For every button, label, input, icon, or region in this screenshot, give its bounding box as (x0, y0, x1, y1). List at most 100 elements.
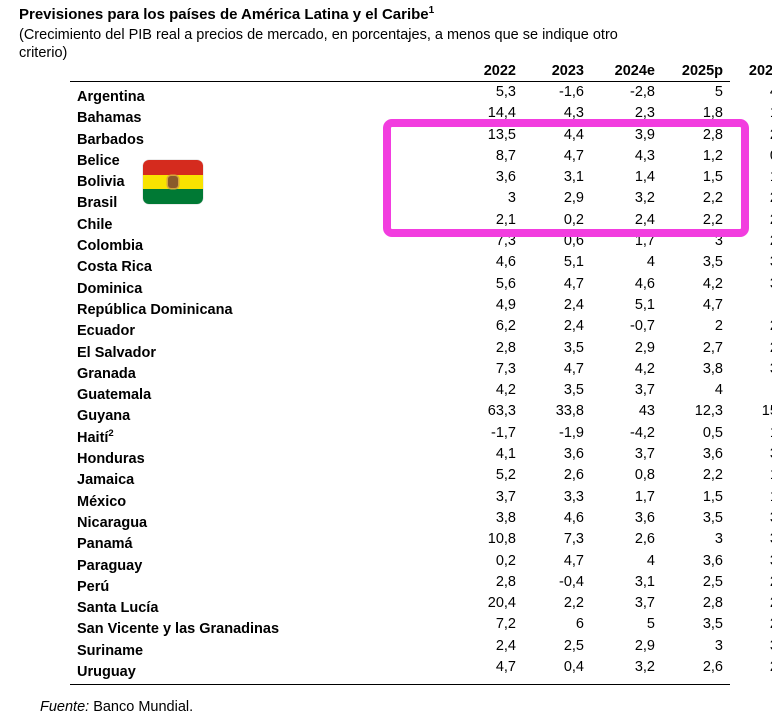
value-cell: 3,4 (730, 252, 772, 273)
value-cell: 2,3 (730, 125, 772, 146)
value-cell: 4,6 (634, 275, 655, 292)
country-name: Barbados (77, 131, 144, 148)
value-cell: 3,8 (495, 509, 516, 526)
column-header: 2024e (614, 63, 655, 79)
flag-emblem (168, 176, 178, 188)
value-cell: 3,6 (495, 169, 516, 186)
flag-stripe-green (143, 189, 203, 204)
table-row: Perú 2,8 -0,4 3,1 2,5 2,5 (70, 572, 772, 595)
source-note: Fuente: Banco Mundial. (40, 699, 194, 715)
value-cell: 2,9 (730, 614, 772, 635)
value-cell: 7,2 (495, 616, 516, 633)
value-cell: 0,2 (495, 552, 516, 569)
country-name: San Vicente y las Granadinas (77, 621, 280, 638)
table-row: Chile 2,1 0,2 2,4 2,2 2,2 (70, 210, 772, 233)
country-name: Brasil (77, 195, 118, 212)
value-cell: 2,2 (730, 316, 772, 337)
country-name: Perú (77, 578, 110, 595)
value-cell: 2,9 (730, 231, 772, 252)
value-cell: 2,4 (634, 211, 655, 228)
country-name: Bolivia (77, 174, 125, 191)
table-row: Brasil 3 2,9 3,2 2,2 2,3 (70, 188, 772, 211)
country-name: Ecuador (77, 323, 136, 340)
value-cell: 3,7 (634, 446, 655, 463)
value-cell: 3,1 (730, 636, 772, 657)
table-header: 2022 2023 2024e 2025p 2026p (70, 60, 772, 82)
value-cell: 4,6 (495, 254, 516, 271)
value-cell: 3,8 (702, 360, 723, 377)
table-subtitle: (Crecimiento del PIB real a precios de m… (19, 27, 618, 61)
country-name: Panamá (77, 536, 133, 553)
value-cell: 4,7 (495, 659, 516, 676)
value-cell: 4,7 (563, 275, 584, 292)
value-cell: 4,6 (563, 509, 584, 526)
table-row: Bolivia 3,6 3,1 1,4 1,5 1,5 (70, 167, 772, 190)
value-cell: 20,4 (487, 595, 516, 612)
value-cell: 2,2 (702, 211, 723, 228)
value-cell: 63,3 (487, 403, 516, 420)
header-divider (70, 81, 730, 82)
value-cell: 5 (646, 616, 655, 633)
country-name: El Salvador (77, 344, 156, 361)
column-header: 2026p (748, 63, 772, 79)
value-cell: 2,9 (563, 190, 584, 207)
value-cell: 0,4 (563, 659, 584, 676)
value-cell: -0,4 (559, 573, 584, 590)
country-name: Costa Rica (77, 259, 152, 276)
table-row: Belice 8,7 4,7 4,3 1,2 0,5 (70, 146, 772, 169)
country-name: Honduras (77, 450, 145, 467)
value-cell: 43 (638, 403, 655, 420)
value-cell: 1,7 (634, 488, 655, 505)
value-cell: 3,6 (730, 551, 772, 572)
value-cell: 2,2 (563, 595, 584, 612)
table-bottom-divider (70, 684, 730, 685)
value-cell: 1,2 (702, 147, 723, 164)
value-cell: 33,8 (555, 403, 584, 420)
value-cell: 1,7 (634, 233, 655, 250)
value-cell: 2,5 (702, 573, 723, 590)
forecast-table: 2022 2023 2024e 2025p 2026p Argentina 5,3… (70, 60, 772, 680)
table-row: Costa Rica 4,6 5,1 4 3,5 3,4 (70, 252, 772, 275)
value-cell: 3 (714, 637, 723, 654)
country-name: Colombia (77, 237, 144, 254)
value-cell: 2,6 (563, 467, 584, 484)
table-row: Bahamas 14,4 4,3 2,3 1,8 1,6 (70, 103, 772, 126)
column-header: 2025p (681, 63, 723, 79)
country-name: Guatemala (77, 386, 152, 403)
value-cell: 12,3 (694, 403, 723, 420)
country-name: Belice (77, 152, 120, 169)
value-cell: 3,5 (730, 529, 772, 550)
table-title: Previsiones para los países de América L… (19, 5, 435, 23)
highlight-box (383, 119, 749, 237)
value-cell: 5 (714, 84, 723, 100)
value-cell: 6,2 (495, 318, 516, 335)
value-cell: 3,5 (563, 339, 584, 356)
value-cell: 4,7 (563, 147, 584, 164)
value-cell: 3,1 (563, 169, 584, 186)
value-cell: 2,4 (563, 318, 584, 335)
value-cell: 0,5 (730, 146, 772, 167)
value-cell: 3,6 (563, 446, 584, 463)
value-cell: 3,5 (702, 509, 723, 526)
value-cell: -1,6 (559, 84, 584, 100)
value-cell: 2,5 (730, 572, 772, 593)
country-name: Nicaragua (77, 514, 148, 531)
country-name: Guyana (77, 408, 131, 425)
value-cell: -0,7 (630, 318, 655, 335)
value-cell: 5,1 (634, 296, 655, 313)
value-cell: 3,6 (730, 444, 772, 465)
value-cell: 4,2 (702, 275, 723, 292)
table-row: Santa Lucía 20,4 2,2 3,7 2,8 2,3 (70, 593, 772, 616)
value-cell: 3 (714, 233, 723, 250)
value-cell: -1,9 (559, 424, 584, 441)
value-cell: 0,8 (634, 467, 655, 484)
value-cell: 3,2 (634, 190, 655, 207)
value-cell: 4,2 (634, 360, 655, 377)
value-cell: -4,2 (630, 424, 655, 441)
country-name: Santa Lucía (77, 599, 159, 616)
value-cell: 15,7 (761, 403, 772, 420)
value-cell: 4,1 (495, 446, 516, 463)
table-row: Haití2 -1,7 -1,9 -4,2 0,5 1,5 (70, 423, 772, 446)
value-cell: 2,3 (730, 593, 772, 614)
